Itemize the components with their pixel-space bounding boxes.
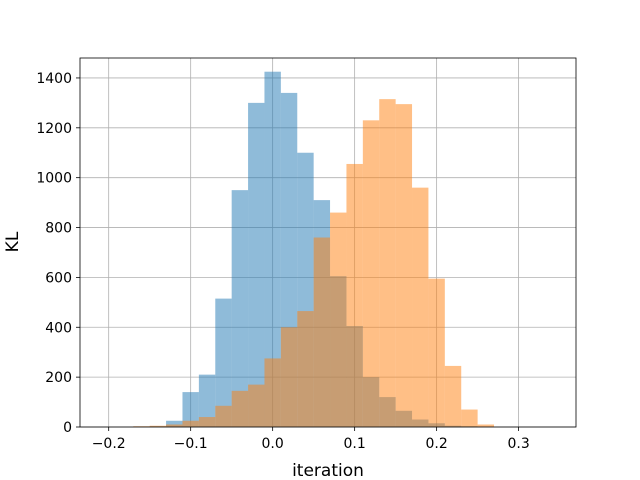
y-tick-label: 400: [45, 320, 72, 336]
histogram-bar-series-2: [166, 424, 183, 427]
y-axis-label: KL: [3, 231, 23, 252]
histogram-bar-series-2: [198, 417, 216, 427]
y-tick-label: 1000: [36, 171, 72, 187]
histogram-bar-series-2: [379, 99, 396, 427]
histogram-bar-series-2: [444, 365, 462, 427]
histogram-bar-series-2: [297, 311, 314, 427]
histogram-bar-series-1: [182, 392, 199, 427]
histogram-bar-series-2: [280, 327, 298, 427]
plot-frame: [79, 57, 577, 428]
x-tick-label: 0.0: [262, 436, 284, 452]
grid-lines: [80, 58, 576, 428]
histogram-bar-series-2: [264, 358, 281, 427]
y-tick-label: 800: [45, 221, 72, 237]
y-tick-label: 600: [45, 270, 72, 286]
histogram-bar-series-2: [215, 405, 232, 427]
x-tick-label: 0.1: [344, 436, 366, 452]
x-tick-label: −0.1: [174, 436, 208, 452]
histogram-bar-series-2: [231, 390, 249, 427]
histogram-bar-series-1: [248, 102, 265, 427]
histogram-bar-series-2: [362, 120, 380, 427]
histogram-bar-series-2: [412, 187, 429, 427]
histogram-bar-series-2: [477, 424, 495, 427]
y-tick-label: 1200: [36, 121, 72, 137]
histogram-bar-series-2: [313, 237, 331, 427]
histogram-bar-series-1: [198, 374, 216, 427]
y-tick-label: 0: [63, 420, 72, 436]
histogram-bar-series-1: [231, 190, 249, 427]
histogram-bar-series-2: [428, 278, 445, 427]
y-axis-ticks: 0 200 400 600 800 1000 1200 1400: [36, 71, 80, 436]
histogram-bar-series-1: [264, 71, 281, 428]
histogram-bar-series-1: [215, 298, 232, 427]
y-tick-label: 1400: [36, 71, 72, 87]
histogram-bar-series-2: [461, 409, 478, 427]
histogram-bar-series-2: [182, 420, 199, 427]
y-tick-label: 200: [45, 370, 72, 386]
histogram-bar-series-2: [248, 384, 265, 427]
x-axis-label: iteration: [292, 461, 364, 480]
histogram-bars: [133, 71, 495, 428]
axes: [79, 57, 577, 428]
histogram-bar-series-2: [330, 212, 347, 427]
histogram-bar-series-1: [166, 420, 183, 427]
x-axis-ticks: −0.2 −0.1 0.0 0.1 0.2 0.3: [92, 427, 530, 452]
x-tick-label: 0.2: [425, 436, 447, 452]
x-tick-label: 0.3: [507, 436, 529, 452]
x-tick-label: −0.2: [92, 436, 126, 452]
histogram-bar-series-2: [149, 425, 167, 427]
histogram-bar-series-2: [346, 163, 363, 428]
histogram-bar-series-2: [395, 104, 413, 427]
